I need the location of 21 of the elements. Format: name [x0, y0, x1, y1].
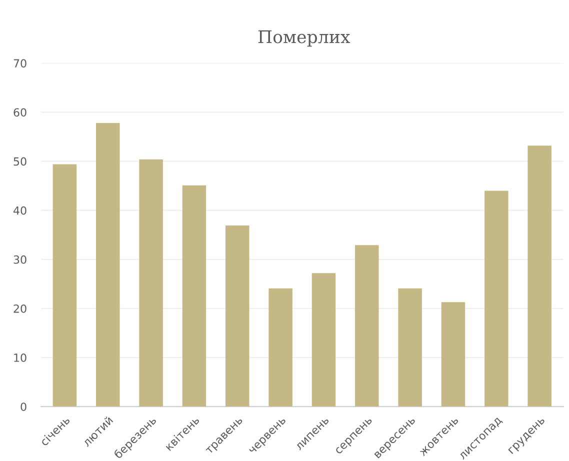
- y-tick-label: 50: [14, 157, 26, 166]
- bar: [52, 164, 77, 407]
- bar: [96, 123, 120, 407]
- bar: [182, 185, 206, 407]
- y-tick-label: 10: [14, 354, 26, 362]
- bar: [398, 288, 422, 407]
- bar: [139, 159, 163, 407]
- y-tick-label: 40: [13, 206, 26, 215]
- y-tick-label: 70: [14, 59, 26, 68]
- bar: [355, 245, 379, 407]
- y-tick-label: 30: [14, 255, 26, 264]
- bar: [268, 288, 292, 407]
- y-tick-label: 20: [14, 304, 26, 313]
- chart-title: Померлих: [258, 30, 350, 47]
- y-tick-label: 60: [14, 108, 26, 117]
- bar: [484, 190, 508, 407]
- bar: [441, 302, 466, 407]
- bar: [312, 273, 336, 407]
- y-tick-label: 0: [20, 402, 26, 411]
- bar: [528, 146, 552, 407]
- bar: [226, 226, 250, 407]
